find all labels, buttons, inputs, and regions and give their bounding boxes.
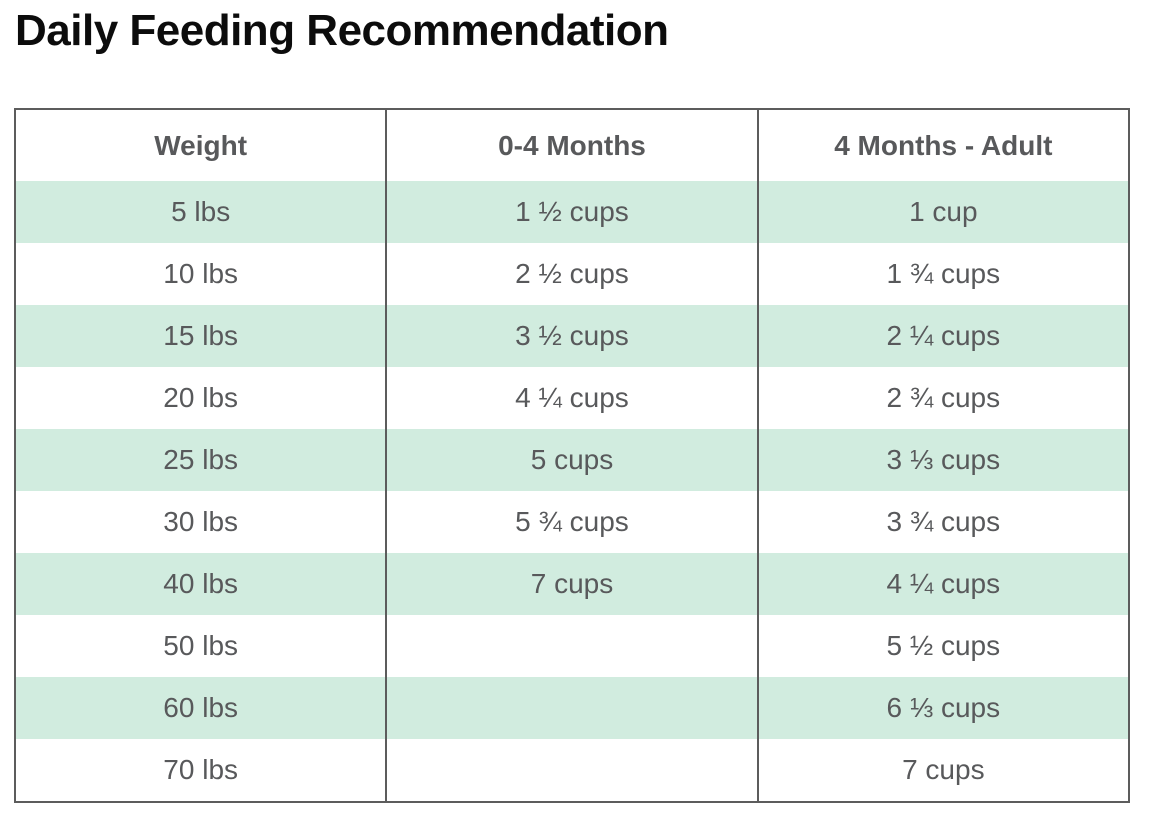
table-cell: 1 ½ cups	[385, 181, 758, 243]
table-row: 50 lbs 5 ½ cups	[15, 615, 1129, 677]
feeding-recommendation-table: Weight 0-4 Months 4 Months - Adult 5 lbs…	[14, 108, 1130, 803]
column-header-weight: Weight	[15, 109, 387, 181]
table-cell: 5 ½ cups	[756, 615, 1129, 677]
table-cell: 4 ¼ cups	[385, 367, 758, 429]
table-cell: 5 ¾ cups	[385, 491, 758, 553]
table-cell: 40 lbs	[163, 568, 239, 599]
header-row: Weight 0-4 Months 4 Months - Adult	[15, 109, 1129, 181]
table-cell: 10 lbs	[163, 258, 239, 289]
table-row: 70 lbs 7 cups	[15, 739, 1129, 802]
table-cell: 70 lbs	[163, 754, 239, 785]
table-cell: 7 cups	[756, 739, 1129, 802]
table-row: 15 lbs 3 ½ cups 2 ¼ cups	[15, 305, 1129, 367]
table-cell: 5 lbs	[171, 196, 231, 227]
table-cell: 2 ¼ cups	[756, 305, 1129, 367]
table-header: Weight 0-4 Months 4 Months - Adult	[15, 109, 1129, 181]
table-cell: 5 cups	[385, 429, 758, 491]
table-cell: 2 ½ cups	[385, 243, 758, 305]
table-cell	[385, 677, 758, 739]
table-row: 40 lbs 7 cups 4 ¼ cups	[15, 553, 1129, 615]
column-header-4-months-adult: 4 Months - Adult	[756, 109, 1129, 181]
table-cell: 7 cups	[385, 553, 758, 615]
table-row: 60 lbs 6 ⅓ cups	[15, 677, 1129, 739]
table-cell: 3 ½ cups	[385, 305, 758, 367]
table-cell: 60 lbs	[163, 692, 239, 723]
table-cell: 1 cup	[756, 181, 1129, 243]
page-title: Daily Feeding Recommendation	[15, 6, 669, 55]
table-cell	[385, 615, 758, 677]
table-cell: 1 ¾ cups	[756, 243, 1129, 305]
table-body: 5 lbs 1 ½ cups 1 cup 10 lbs 2 ½ cups 1 ¾ cups…	[15, 181, 1129, 802]
table-cell: 30 lbs	[163, 506, 239, 537]
table-row: 5 lbs 1 ½ cups 1 cup	[15, 181, 1129, 243]
table-row: 30 lbs 5 ¾ cups 3 ¾ cups	[15, 491, 1129, 553]
table-cell	[385, 739, 758, 802]
table-cell: 4 ¼ cups	[756, 553, 1129, 615]
column-header-0-4-months: 0-4 Months	[385, 109, 758, 181]
table-cell: 6 ⅓ cups	[756, 677, 1129, 739]
table-cell: 3 ⅓ cups	[756, 429, 1129, 491]
table-cell: 2 ¾ cups	[756, 367, 1129, 429]
table-cell: 20 lbs	[163, 382, 239, 413]
table-row: 10 lbs 2 ½ cups 1 ¾ cups	[15, 243, 1129, 305]
table-cell: 25 lbs	[163, 444, 239, 475]
table-row: 20 lbs 4 ¼ cups 2 ¾ cups	[15, 367, 1129, 429]
table-cell: 50 lbs	[163, 630, 239, 661]
table-cell: 3 ¾ cups	[756, 491, 1129, 553]
table-cell: 15 lbs	[163, 320, 239, 351]
table-row: 25 lbs 5 cups 3 ⅓ cups	[15, 429, 1129, 491]
